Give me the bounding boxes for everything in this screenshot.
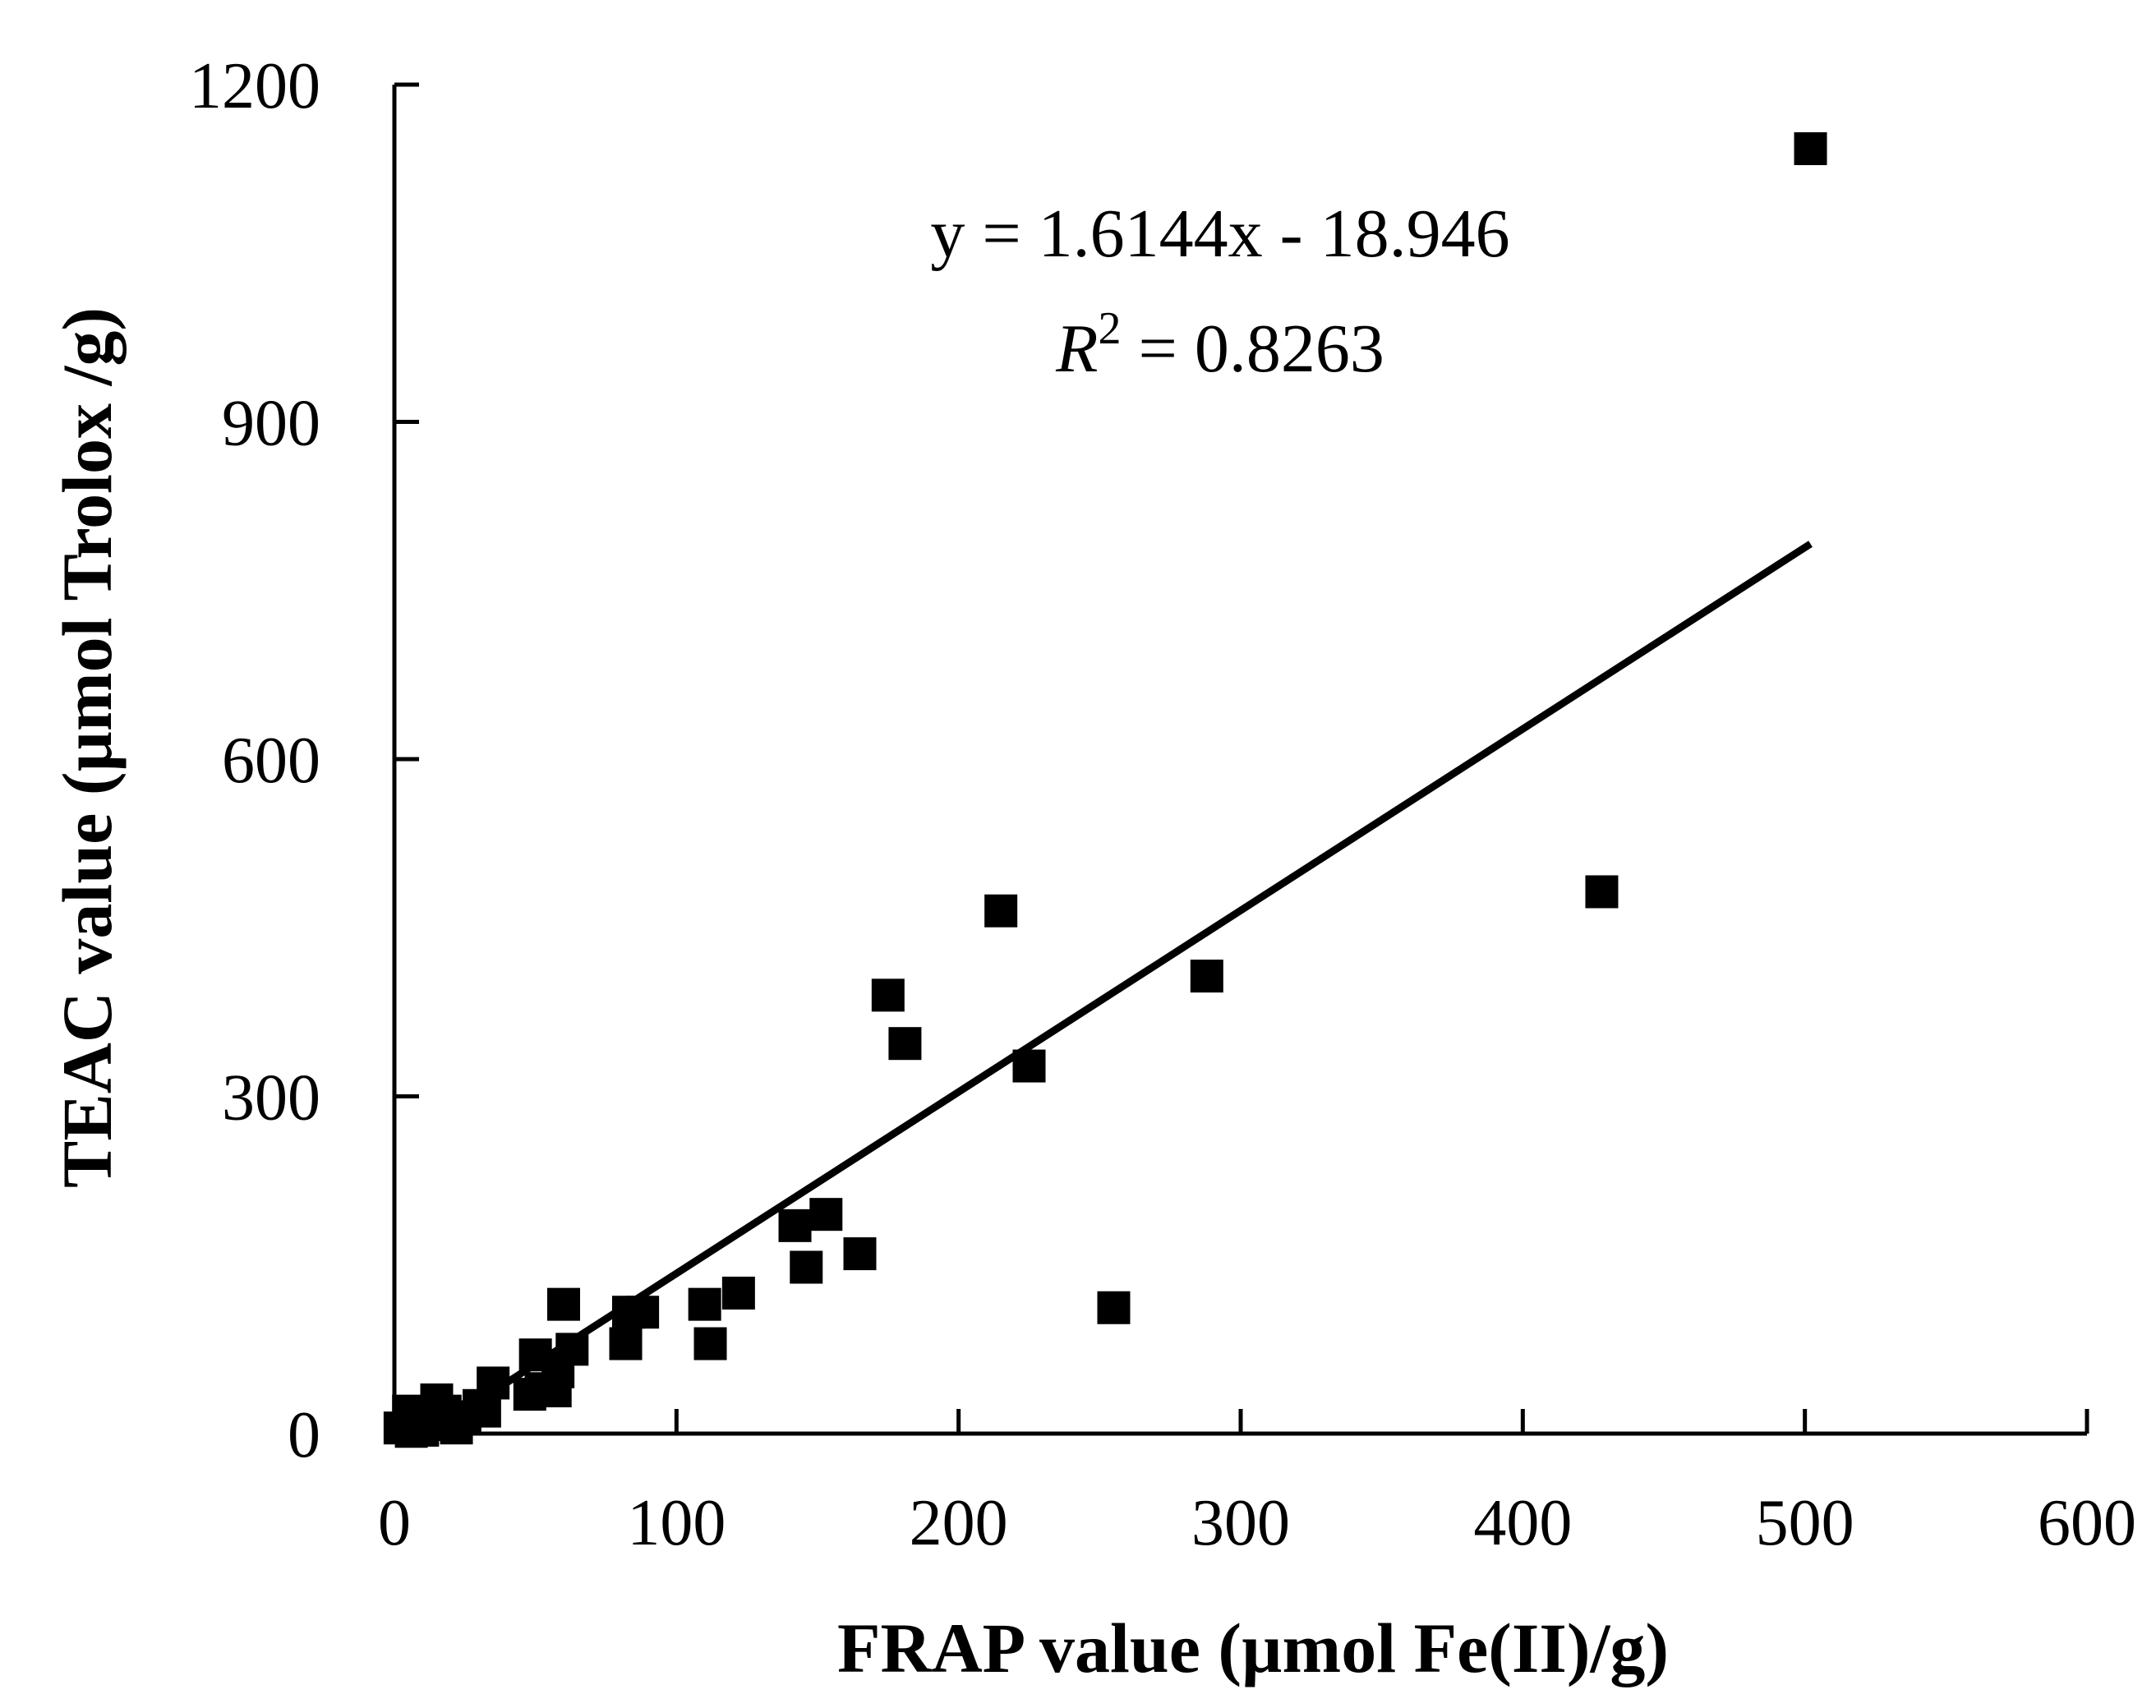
- y-axis-title: TEAC value (µmol Trolox /g): [48, 307, 127, 1188]
- data-point: [688, 1287, 721, 1321]
- x-tick-label: 400: [1473, 1487, 1572, 1559]
- trendline-equation: y = 1.6144x - 18.946: [930, 196, 1509, 272]
- x-tick-label: 600: [2038, 1487, 2136, 1559]
- data-point: [693, 1327, 727, 1360]
- trendline: [426, 541, 1813, 1437]
- r-squared-exponent: 2: [1098, 303, 1121, 354]
- data-point: [721, 1276, 755, 1310]
- data-point: [871, 978, 905, 1012]
- r-squared-value: = 0.8263: [1121, 311, 1384, 387]
- y-ticks: 0 300 600 900 1200: [189, 50, 419, 1471]
- data-point: [609, 1327, 643, 1360]
- axes: [392, 85, 2087, 1436]
- data-point: [778, 1208, 812, 1242]
- data-point: [1794, 131, 1827, 165]
- data-point: [1585, 875, 1619, 909]
- data-point: [984, 894, 1018, 928]
- r-squared-symbol: R: [1055, 311, 1098, 387]
- data-point: [809, 1198, 843, 1232]
- data-point: [1190, 960, 1223, 993]
- y-tick-label: 600: [222, 725, 320, 797]
- x-tick-label: 200: [910, 1487, 1008, 1559]
- data-point: [790, 1250, 823, 1284]
- x-tick-label: 300: [1191, 1487, 1290, 1559]
- x-tick-label: 0: [378, 1487, 411, 1559]
- y-tick-label: 0: [288, 1399, 320, 1471]
- data-point: [888, 1027, 922, 1061]
- x-axis-title: FRAP value (µmol Fe(II)/g): [837, 1609, 1669, 1687]
- y-tick-label: 900: [222, 388, 320, 460]
- x-tick-label: 100: [627, 1487, 726, 1559]
- data-point: [547, 1287, 580, 1321]
- x-tick-label: 500: [1756, 1487, 1854, 1559]
- data-point: [1097, 1291, 1131, 1324]
- y-tick-label: 300: [222, 1062, 320, 1135]
- y-tick-label: 1200: [189, 50, 320, 122]
- data-point: [843, 1237, 877, 1271]
- x-ticks: 0 100 200 300 400 500 600: [378, 1409, 2136, 1559]
- r-squared-label: R2 = 0.8263: [1055, 303, 1384, 387]
